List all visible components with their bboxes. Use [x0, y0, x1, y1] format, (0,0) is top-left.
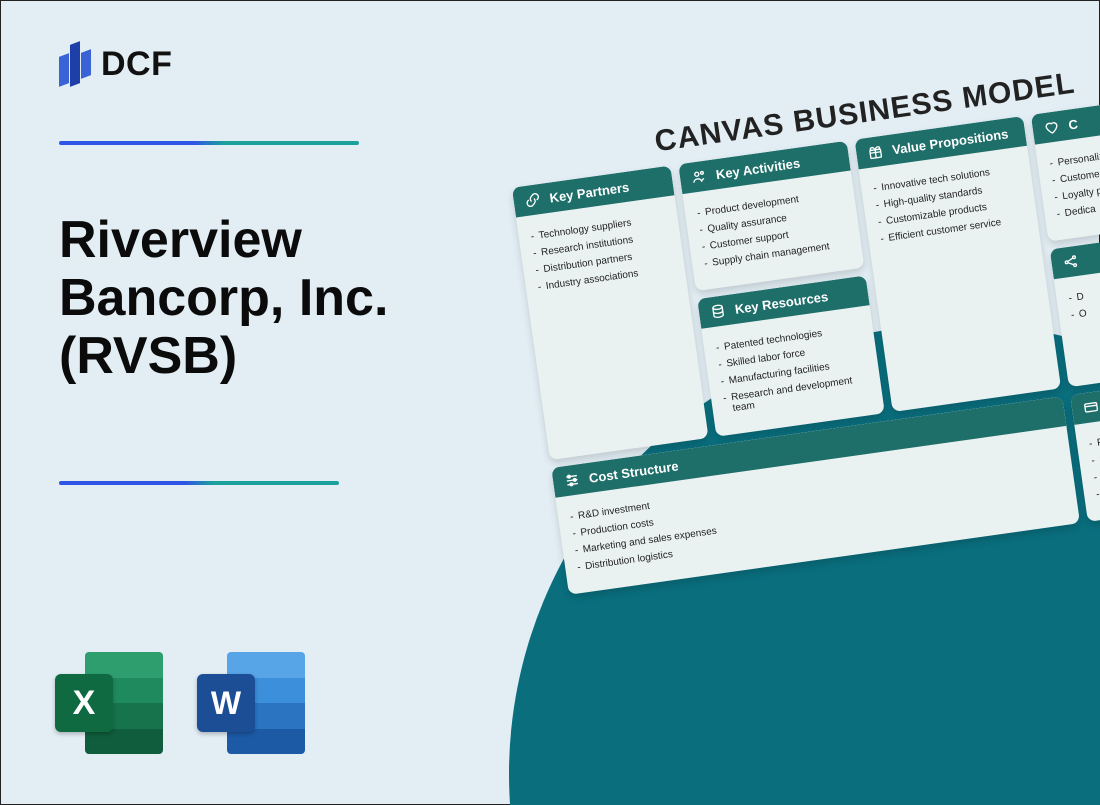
cell-list: Technology suppliersResearch institution…	[516, 195, 688, 314]
sliders-icon	[562, 470, 582, 490]
excel-badge: X	[55, 674, 113, 732]
list-item: Personalize	[1049, 143, 1100, 170]
canvas-preview: CANVAS BUSINESS MODEL Key Partners Techn…	[506, 46, 1100, 595]
database-icon	[708, 301, 728, 321]
page-title: Riverview Bancorp, Inc. (RVSB)	[59, 211, 479, 386]
cell-key-resources: Key Resources Patented technologiesSkill…	[697, 275, 885, 436]
promo-card: DCF Riverview Bancorp, Inc. (RVSB) X W C…	[0, 0, 1100, 805]
list-item: D	[1068, 277, 1100, 304]
gift-icon	[865, 142, 885, 162]
cell-list: Patented technologiesSkilled labor force…	[701, 305, 885, 437]
word-badge: W	[197, 674, 255, 732]
divider-bottom	[59, 481, 339, 485]
card-icon	[1081, 397, 1100, 417]
cell-customer-relationships: C PersonalizeCustomerLoyalty pDedica	[1031, 95, 1100, 241]
link-icon	[523, 190, 543, 210]
logo-mark	[59, 37, 91, 91]
cell-list: PersonalizeCustomerLoyalty pDedica	[1035, 125, 1100, 242]
heart-icon	[1041, 117, 1061, 137]
cell-label: Key Activities	[715, 155, 801, 182]
excel-icon[interactable]: X	[55, 652, 163, 754]
logo-text: DCF	[101, 45, 172, 84]
people-icon	[689, 166, 709, 186]
share-icon	[1060, 252, 1080, 272]
cell-key-activities: Key Activities Product developmentQualit…	[678, 141, 864, 291]
divider-top	[59, 141, 359, 145]
list-item: Product sales	[1088, 423, 1100, 450]
cell-key-partners: Key Partners Technology suppliersResearc…	[512, 166, 709, 461]
cell-value-propositions: Value Propositions Innovative tech solut…	[854, 116, 1061, 412]
cell-label: C	[1067, 116, 1078, 132]
brand-logo: DCF	[59, 37, 172, 91]
cell-label: Key Partners	[549, 179, 631, 205]
file-format-icons: X W	[55, 652, 305, 754]
word-icon[interactable]: W	[197, 652, 305, 754]
